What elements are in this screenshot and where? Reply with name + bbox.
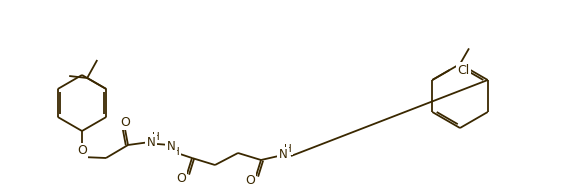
Text: N: N (147, 135, 155, 148)
Text: O: O (120, 116, 130, 129)
Text: N: N (167, 141, 175, 154)
Text: Cl: Cl (458, 63, 470, 77)
Text: H: H (152, 132, 160, 142)
Text: H: H (172, 147, 180, 157)
Text: N: N (278, 148, 287, 162)
Text: O: O (245, 175, 255, 188)
Text: H: H (284, 144, 292, 154)
Text: O: O (176, 172, 186, 185)
Text: O: O (77, 145, 87, 158)
